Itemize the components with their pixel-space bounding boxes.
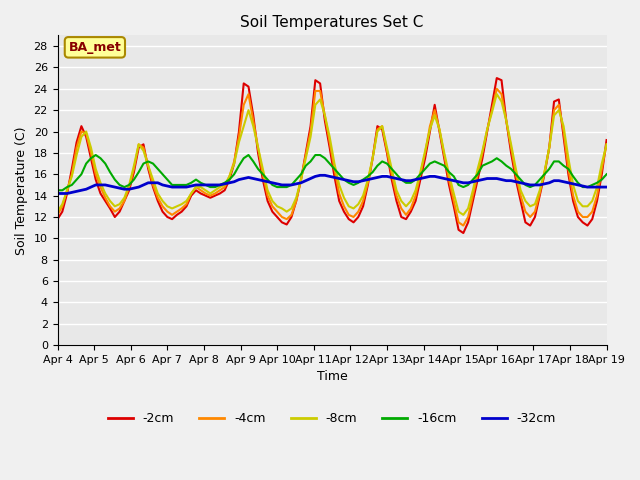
-32cm: [54, 191, 61, 196]
-4cm: [54, 212, 61, 218]
-4cm: [508, 144, 515, 150]
-8cm: [421, 148, 429, 154]
-16cm: [516, 177, 524, 182]
-2cm: [388, 177, 396, 182]
-8cm: [522, 198, 529, 204]
Line: -8cm: -8cm: [58, 94, 607, 215]
-32cm: [564, 180, 572, 186]
-4cm: [240, 102, 248, 108]
-16cm: [502, 163, 510, 168]
Text: BA_met: BA_met: [68, 41, 121, 54]
-16cm: [92, 152, 100, 158]
-16cm: [393, 171, 401, 177]
-16cm: [603, 171, 611, 177]
-2cm: [603, 137, 611, 143]
-16cm: [426, 161, 434, 167]
-2cm: [54, 216, 61, 222]
-4cm: [522, 209, 529, 215]
Line: -32cm: -32cm: [58, 175, 607, 193]
-32cm: [502, 178, 510, 183]
-8cm: [460, 212, 467, 218]
-32cm: [240, 176, 248, 181]
-8cm: [570, 182, 577, 188]
-32cm: [516, 180, 524, 186]
-32cm: [426, 173, 434, 179]
-2cm: [508, 150, 515, 156]
Line: -16cm: -16cm: [58, 155, 607, 190]
Line: -2cm: -2cm: [58, 78, 607, 233]
Title: Soil Temperatures Set C: Soil Temperatures Set C: [241, 15, 424, 30]
-32cm: [316, 172, 324, 178]
X-axis label: Time: Time: [317, 371, 348, 384]
-4cm: [421, 150, 429, 156]
-8cm: [388, 166, 396, 172]
-4cm: [493, 86, 500, 92]
Legend: -2cm, -4cm, -8cm, -16cm, -32cm: -2cm, -4cm, -8cm, -16cm, -32cm: [103, 407, 561, 430]
-8cm: [508, 142, 515, 147]
-2cm: [570, 198, 577, 204]
-8cm: [493, 91, 500, 97]
-2cm: [460, 230, 467, 236]
-2cm: [240, 81, 248, 86]
-32cm: [603, 184, 611, 190]
-2cm: [522, 219, 529, 225]
-8cm: [603, 142, 611, 147]
-16cm: [244, 152, 252, 158]
-4cm: [603, 142, 611, 147]
-8cm: [54, 209, 61, 215]
-4cm: [570, 193, 577, 199]
-16cm: [54, 187, 61, 193]
-2cm: [421, 156, 429, 161]
-4cm: [460, 223, 467, 228]
-2cm: [493, 75, 500, 81]
-32cm: [393, 176, 401, 181]
-16cm: [564, 166, 572, 172]
Y-axis label: Soil Temperature (C): Soil Temperature (C): [15, 126, 28, 254]
-8cm: [240, 123, 248, 129]
-4cm: [388, 171, 396, 177]
Line: -4cm: -4cm: [58, 89, 607, 226]
